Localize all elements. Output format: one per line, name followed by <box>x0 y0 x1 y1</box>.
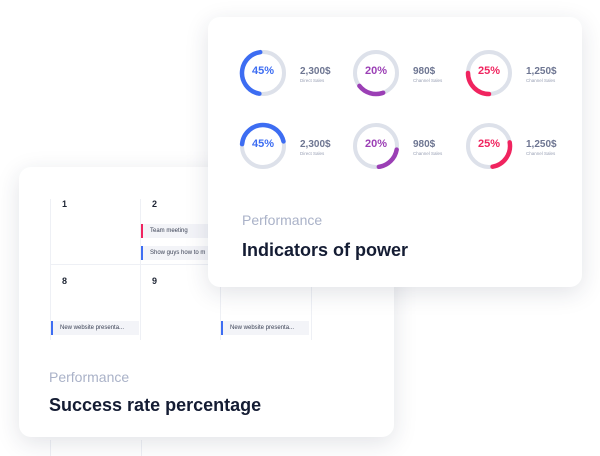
donut-label: Direct Sales <box>300 151 325 156</box>
indicators-card: 45% 2,300$ Direct Sales 20% 980$ Channel Sal… <box>208 17 582 287</box>
event-title: New website presenta... <box>60 325 125 331</box>
calendar-grid-line <box>50 440 51 456</box>
calendar-day[interactable]: 8 <box>62 276 68 286</box>
donut-label: Channel Sales <box>526 78 556 83</box>
donut-value: 1,250$ <box>526 66 557 77</box>
donut-svg <box>239 49 287 97</box>
donut-value: 2,300$ <box>300 139 331 150</box>
donut-arc <box>239 122 287 170</box>
donut-chart: 45% <box>238 48 288 98</box>
donut-chart: 20% <box>351 48 401 98</box>
donut-percent: 25% <box>477 138 501 150</box>
donut-arc <box>352 49 400 97</box>
event-title: New website presenta... <box>230 325 295 331</box>
calendar-grid-line <box>50 199 51 340</box>
donut-arc <box>465 122 513 170</box>
event-title: Team meeting <box>150 228 188 234</box>
donut-value: 980$ <box>413 139 436 150</box>
donut-svg <box>465 49 513 97</box>
donut-svg <box>352 122 400 170</box>
donut-track <box>353 123 399 169</box>
donut-svg <box>352 49 400 97</box>
donut-percent: 20% <box>364 65 388 77</box>
calendar-grid-line <box>50 264 311 265</box>
donut-percent: 25% <box>477 65 501 77</box>
donut-percent: 20% <box>364 138 388 150</box>
calendar-event[interactable]: New website presenta... <box>221 321 309 335</box>
donut-chart: 25% <box>464 121 514 171</box>
card-subtitle: Performance <box>49 369 130 385</box>
donut-chart: 25% <box>464 48 514 98</box>
donut-value: 1,250$ <box>526 139 557 150</box>
event-color-bar <box>221 321 223 335</box>
donut-arc <box>239 49 287 97</box>
card-title: Indicators of power <box>242 240 409 260</box>
donut-svg <box>465 122 513 170</box>
donut-percent: 45% <box>251 65 275 77</box>
calendar-day[interactable]: 1 <box>62 199 68 209</box>
calendar-grid-line <box>141 440 142 456</box>
donut-svg <box>239 122 287 170</box>
calendar-day[interactable]: 9 <box>152 276 158 286</box>
donut-label: Channel Sales <box>526 151 556 156</box>
donut-arc <box>352 122 400 170</box>
calendar-day[interactable]: 2 <box>152 199 158 209</box>
donut-value: 2,300$ <box>300 66 331 77</box>
calendar-event[interactable]: New website presenta... <box>51 321 139 335</box>
donut-label: Channel Sales <box>413 151 443 156</box>
donut-label: Channel Sales <box>413 78 443 83</box>
donut-arc <box>465 49 513 97</box>
donut-label: Direct Sales <box>300 78 325 83</box>
card-subtitle: Performance <box>242 212 323 228</box>
donut-chart: 20% <box>351 121 401 171</box>
event-color-bar <box>141 224 143 238</box>
donut-percent: 45% <box>251 138 275 150</box>
event-color-bar <box>51 321 53 335</box>
donut-value: 980$ <box>413 66 436 77</box>
calendar-grid-line <box>140 199 141 340</box>
calendar-event[interactable]: Team meeting <box>141 224 221 238</box>
event-color-bar <box>141 246 143 260</box>
event-title: Show guys how to m <box>150 250 206 256</box>
card-title: Success rate percentage <box>49 395 262 415</box>
donut-chart: 45% <box>238 121 288 171</box>
calendar-event[interactable]: Show guys how to m <box>141 246 221 260</box>
